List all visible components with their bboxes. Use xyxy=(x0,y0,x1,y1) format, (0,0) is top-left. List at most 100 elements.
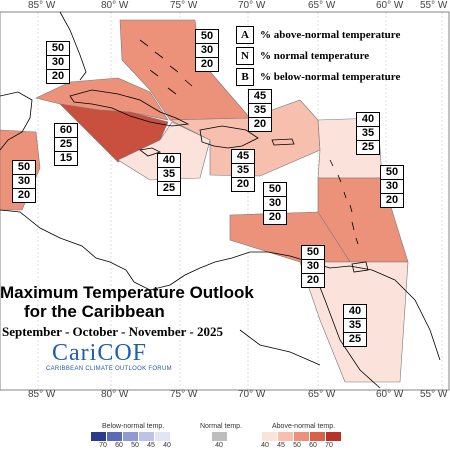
colorbar-cell-below-2 xyxy=(123,432,138,441)
legend-row-above: A % above-normal temperature xyxy=(236,24,426,45)
legend-text-below: % below-normal temperature xyxy=(260,70,401,83)
prob-normal: 30 xyxy=(13,175,35,189)
prob-normal: 35 xyxy=(158,168,180,182)
prob-normal: 30 xyxy=(196,44,218,58)
prob-below: 25 xyxy=(162,182,176,194)
colorbar-cell-below-4 xyxy=(155,432,170,441)
lon-label-75: 75° W xyxy=(170,0,198,11)
colorbar-cell-above-2 xyxy=(294,432,309,441)
prob-box-hispaniola-south: 45 35 20 xyxy=(231,149,255,192)
colorbar-tick-below-3: 45 xyxy=(147,442,155,449)
prob-normal: 25 xyxy=(55,138,77,152)
colorbar-tick-below-4: 40 xyxy=(163,442,171,449)
legend-key-n: N xyxy=(236,46,254,65)
colorbar-tick-normal-0: 40 xyxy=(215,442,223,449)
colorbar-tick-below-2: 50 xyxy=(131,442,139,449)
prob-box-guianas: 40 35 25 xyxy=(343,304,367,347)
prob-box-bahamas: 50 30 20 xyxy=(195,29,219,72)
prob-below: 20 xyxy=(236,178,250,190)
prob-above: 50 xyxy=(13,161,35,175)
prob-above: 50 xyxy=(264,183,286,197)
prob-box-central-america-west: 50 30 20 xyxy=(12,160,36,203)
map-frame xyxy=(0,11,450,391)
prob-box-abc-islands: 50 30 20 xyxy=(301,245,325,288)
colorbar xyxy=(91,432,341,441)
prob-below: 20 xyxy=(253,118,267,130)
colorbar-tick-above-1: 45 xyxy=(277,442,285,449)
caricof-logo-subtitle: CARIBBEAN CLIMATE OUTLOOK FORUM xyxy=(46,366,172,372)
colorbar-cell-below-0 xyxy=(91,432,106,441)
colorbar-tick-below-1: 60 xyxy=(115,442,123,449)
lon-label-85-bottom: 85° W xyxy=(28,389,56,400)
colorbar-cell-below-3 xyxy=(139,432,154,441)
colorbar-cell-above-4 xyxy=(326,432,341,441)
prob-below: 20 xyxy=(17,189,31,201)
legend-text-above: % above-normal temperature xyxy=(260,28,401,41)
lon-label-80-bottom: 80° W xyxy=(101,389,129,400)
colorbar-cell-above-3 xyxy=(310,432,325,441)
prob-below: 20 xyxy=(306,274,320,286)
legend-row-below: B % below-normal temperature xyxy=(236,66,426,87)
prob-box-cuba-west: 50 30 20 xyxy=(46,41,70,84)
coastlines xyxy=(0,11,441,389)
map-title-line2: for the Caribbean xyxy=(24,302,165,321)
legend-key-a: A xyxy=(236,25,254,44)
prob-normal: 35 xyxy=(344,319,366,333)
colorbar-tick-below-0: 70 xyxy=(99,442,107,449)
prob-below: 20 xyxy=(51,70,65,82)
legend-text-normal: % normal temperature xyxy=(260,49,370,62)
prob-above: 45 xyxy=(232,150,254,164)
colorbar-cell-normal xyxy=(212,432,227,441)
lon-label-60: 60° W xyxy=(376,0,404,11)
lon-label-70-bottom: 70° W xyxy=(238,389,266,400)
lon-label-60-bottom: 60° W xyxy=(376,389,404,400)
colorbar-label-below: Below-normal temp. xyxy=(102,423,165,430)
lon-label-65: 65° W xyxy=(308,0,336,11)
colorbar-label-above: Above-normal temp. xyxy=(272,423,336,430)
prob-above: 40 xyxy=(344,305,366,319)
prob-below: 25 xyxy=(348,333,362,345)
lon-label-80: 80° W xyxy=(101,0,129,11)
prob-box-jamaica: 40 35 25 xyxy=(157,153,181,196)
prob-normal: 30 xyxy=(264,197,286,211)
prob-above: 40 xyxy=(158,154,180,168)
prob-normal: 30 xyxy=(302,260,324,274)
prob-normal: 30 xyxy=(47,56,69,70)
prob-below: 25 xyxy=(361,141,375,153)
prob-box-hispaniola-north: 45 35 20 xyxy=(248,89,272,132)
legend: A % above-normal temperature N % normal … xyxy=(236,24,426,87)
colorbar-label-normal: Normal temp. xyxy=(200,423,243,430)
prob-normal: 35 xyxy=(232,164,254,178)
prob-above: 50 xyxy=(196,30,218,44)
prob-box-cuba-central: 60 25 15 xyxy=(54,123,78,166)
caricof-logo: CariCOF xyxy=(52,340,148,366)
lon-label-55: 55° W xyxy=(420,0,448,11)
colorbar-cell-above-0 xyxy=(262,432,277,441)
prob-below: 20 xyxy=(268,211,282,223)
colorbar-tick-above-3: 60 xyxy=(309,442,317,449)
prob-normal: 35 xyxy=(357,127,379,141)
colorbar-cell-above-1 xyxy=(278,432,293,441)
colorbar-cell-below-1 xyxy=(107,432,122,441)
lon-label-75-bottom: 75° W xyxy=(170,389,198,400)
prob-below: 20 xyxy=(200,58,214,70)
prob-above: 45 xyxy=(249,90,271,104)
colorbar-tick-above-4: 70 xyxy=(325,442,333,449)
map-title-line1: Maximum Temperature Outlook xyxy=(0,283,254,302)
prob-above: 60 xyxy=(55,124,77,138)
prob-normal: 30 xyxy=(381,180,403,194)
lon-label-85: 85° W xyxy=(28,0,56,11)
prob-above: 50 xyxy=(302,246,324,260)
prob-box-puerto-rico: 50 30 20 xyxy=(263,182,287,225)
colorbar-tick-above-0: 40 xyxy=(261,442,269,449)
colorbar-tick-above-2: 50 xyxy=(293,442,301,449)
prob-below: 20 xyxy=(385,194,399,206)
prob-normal: 35 xyxy=(249,104,271,118)
prob-box-eastern-caribbean: 50 30 20 xyxy=(380,165,404,208)
prob-above: 50 xyxy=(381,166,403,180)
prob-above: 50 xyxy=(47,42,69,56)
prob-below: 15 xyxy=(59,152,73,164)
legend-key-b: B xyxy=(236,67,254,86)
region-cuba-central xyxy=(59,103,169,163)
lon-label-65-bottom: 65° W xyxy=(308,389,336,400)
